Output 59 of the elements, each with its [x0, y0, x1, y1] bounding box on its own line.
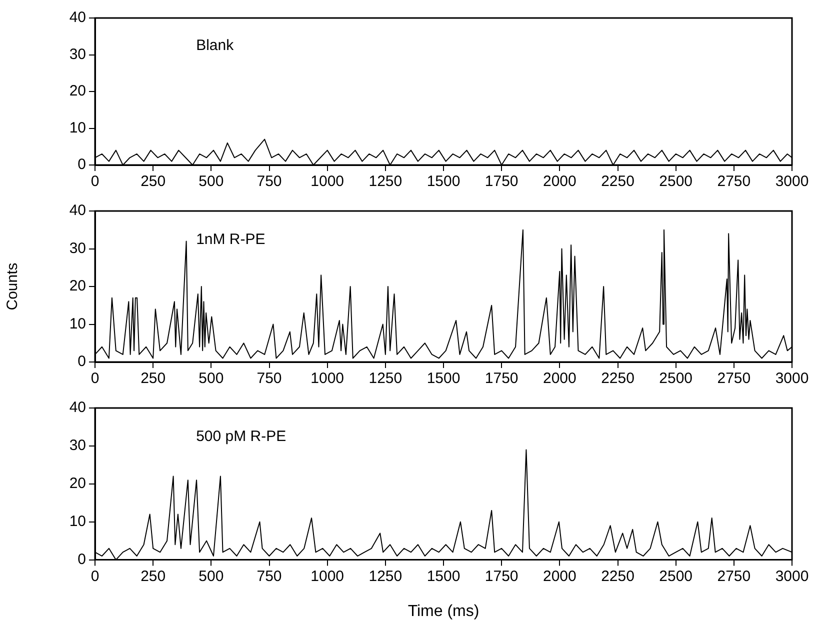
y-tick-label: 20	[69, 82, 86, 100]
x-tick-label: 750	[256, 173, 282, 190]
x-tick-label: 2000	[542, 568, 576, 585]
x-tick-label: 2500	[659, 568, 693, 585]
x-tick-label: 1500	[426, 568, 460, 585]
x-tick-label: 1750	[484, 568, 518, 585]
x-tick-label: 2000	[542, 173, 576, 190]
annotation: Blank	[196, 37, 234, 54]
y-tick-label: 10	[69, 315, 86, 332]
x-tick-label: 1750	[484, 173, 518, 190]
x-tick-label: 250	[140, 173, 166, 190]
x-tick-label: 1000	[310, 173, 344, 190]
x-tick-label: 0	[90, 370, 100, 388]
y-tick-label: 30	[69, 437, 86, 454]
y-axis-title: Counts	[4, 262, 22, 310]
y-tick-label: 0	[78, 550, 86, 568]
y-tick-label: 40	[69, 202, 86, 220]
x-tick-label: 2250	[601, 173, 634, 190]
x-tick-label: 1750	[484, 370, 518, 388]
y-tick-label: 40	[69, 399, 86, 416]
y-tick-label: 20	[69, 278, 86, 295]
x-tick-label: 250	[140, 568, 166, 585]
x-tick-label: 1500	[426, 173, 460, 190]
y-tick-label: 10	[69, 119, 86, 136]
x-tick-label: 250	[140, 370, 166, 388]
x-tick-label: 3000	[775, 173, 809, 190]
y-tick-label: 20	[69, 475, 86, 492]
x-tick-label: 0	[90, 568, 100, 585]
x-tick-label: 3000	[775, 370, 809, 388]
x-tick-label: 1000	[310, 370, 344, 388]
x-tick-label: 750	[256, 568, 282, 585]
x-tick-label: 500	[198, 370, 224, 388]
x-tick-label: 2750	[717, 370, 751, 388]
x-tick-label: 2750	[717, 568, 751, 585]
x-tick-label: 2750	[717, 173, 751, 190]
x-tick-label: 0	[90, 173, 100, 190]
y-tick-label: 30	[69, 46, 86, 63]
x-tick-label: 1000	[310, 568, 344, 585]
y-tick-label: 40	[69, 9, 86, 26]
x-tick-label: 2250	[601, 568, 634, 585]
y-tick-label: 30	[69, 240, 86, 257]
x-tick-label: 2250	[601, 370, 634, 388]
x-tick-label: 1250	[368, 370, 402, 388]
y-tick-label: 10	[69, 512, 86, 530]
x-tick-label: 750	[256, 370, 282, 388]
x-tick-label: 1250	[368, 173, 402, 190]
annotation: 500 pM R-PE	[196, 428, 286, 445]
x-tick-label: 3000	[775, 568, 809, 585]
x-tick-label: 500	[198, 173, 224, 190]
y-tick-label: 0	[78, 156, 86, 174]
x-tick-label: 1250	[368, 568, 402, 585]
y-tick-label: 0	[78, 353, 86, 370]
x-tick-label: 2500	[659, 173, 693, 190]
x-tick-label: 1500	[426, 370, 460, 388]
x-axis-title: Time (ms)	[408, 602, 480, 620]
x-tick-label: 2000	[542, 370, 576, 388]
x-tick-label: 2500	[659, 370, 693, 388]
annotation: 1nM R-PE	[196, 230, 266, 248]
x-tick-label: 500	[198, 568, 224, 585]
